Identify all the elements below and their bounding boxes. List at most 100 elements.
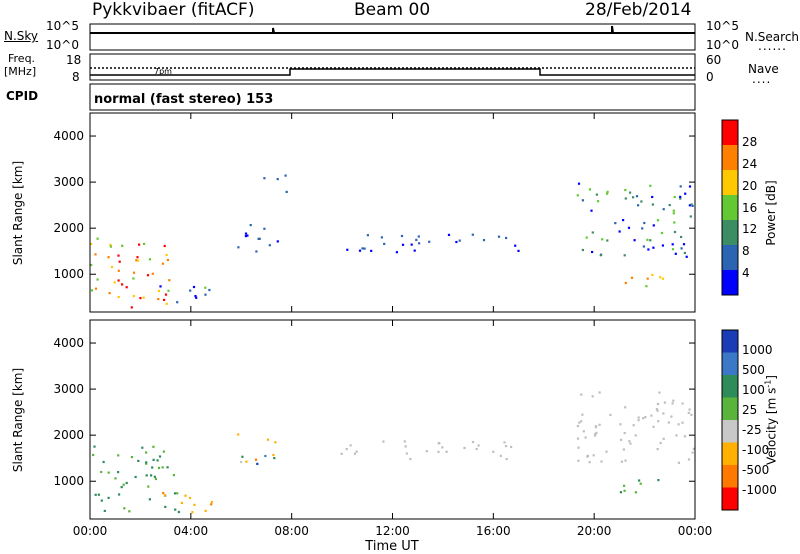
power-colorbar-swatch [722,145,738,170]
power-colorbar-tick: 8 [742,244,750,259]
power-cell [263,177,266,180]
velocity-colorbar-frame [721,329,739,511]
power-cell [606,192,609,195]
power-ytick-label: 3000 [53,175,84,190]
power-cell [497,235,501,238]
power-cell [121,244,124,247]
power-cell [132,277,135,280]
power-cell [581,248,584,252]
velocity-cell [598,391,601,394]
power-heatmap [90,174,694,309]
velocity-cell [158,455,162,458]
power-cell [691,204,694,207]
velocity-cell [164,505,167,508]
power-cell [646,238,649,241]
power-cell [455,240,458,244]
power-cell [194,295,197,298]
velocity-cell [677,423,680,426]
velocity-cell [463,446,466,450]
velocity-cell [504,445,508,448]
power-cell [517,249,520,252]
velocity-cell [94,493,97,496]
power-cell [132,271,136,274]
power-cell [635,195,639,198]
velocity-ylabel: Slant Range [km] [11,367,25,473]
velocity-cell [150,474,153,477]
power-cell [96,278,99,281]
power-cell [630,276,634,279]
velocity-cell [655,408,658,411]
power-cell [651,273,654,276]
power-cell [505,236,508,240]
power-cell [135,259,138,262]
velocity-cell [656,448,659,451]
velocity-cell [118,493,121,496]
velocity-cell [273,457,276,460]
nsearch-tick-bottom: 10^0 [706,38,739,52]
velocity-cell [637,419,640,422]
velocity-cell [191,511,194,514]
velocity-cell [642,417,645,420]
velocity-cell [687,458,691,461]
velocity-cell [156,459,159,462]
power-cell [380,236,383,239]
power-cell [633,239,636,242]
velocity-cell [141,446,144,449]
power-cell [606,190,609,193]
velocity-cell [663,401,666,404]
power-cell [656,219,660,222]
power-cell [410,243,413,246]
velocity-cell [154,477,157,481]
power-cell [109,243,112,246]
power-cell [690,203,693,206]
power-cell [418,242,421,245]
velocity-cell [586,455,589,458]
velocity-cell [609,413,612,416]
xtick-label: 16:00 [476,524,511,538]
power-colorbar-swatch [722,195,738,220]
nsky-tick-bottom: 10^0 [46,38,79,52]
power-cell [652,224,655,227]
velocity-cell [107,496,110,499]
velocity-cell [687,411,690,414]
velocity-cell [425,450,428,453]
velocity-cell [241,455,244,458]
power-cell [599,254,602,257]
power-cell [157,289,161,292]
power-cell [597,200,600,203]
power-cell [121,283,124,286]
xtick-label: 04:00 [173,524,209,538]
power-cell [606,239,609,242]
velocity-cell [237,433,240,436]
power-cell [164,293,168,296]
nsky-trace [90,25,695,34]
velocity-cell [148,498,151,501]
velocity-cell [437,450,440,453]
power-cell [647,248,650,251]
power-cell [255,250,258,253]
velocity-cell [576,424,579,428]
velocity-cell [471,440,475,444]
power-cell [671,248,675,251]
power-cell [244,232,248,235]
velocity-cell [166,466,169,469]
velocity-cell [130,456,133,459]
velocity-cell [650,414,653,417]
power-cell [366,234,369,237]
velocity-cell [677,461,680,464]
velocity-cell [580,420,583,423]
velocity-cell [619,423,622,426]
freq-label: Freq. [8,52,36,65]
power-cell [117,254,120,257]
power-cell [428,240,431,243]
power-cell [94,287,98,290]
power-ylabel: Slant Range [km] [11,160,25,266]
power-cell [346,248,349,251]
power-cell [90,242,93,245]
power-cell [585,236,588,239]
power-cell [640,200,643,203]
power-cell [672,209,675,212]
power-cell [659,276,662,279]
power-colorbar-tick: 4 [742,266,750,281]
velocity-cell [188,496,192,500]
